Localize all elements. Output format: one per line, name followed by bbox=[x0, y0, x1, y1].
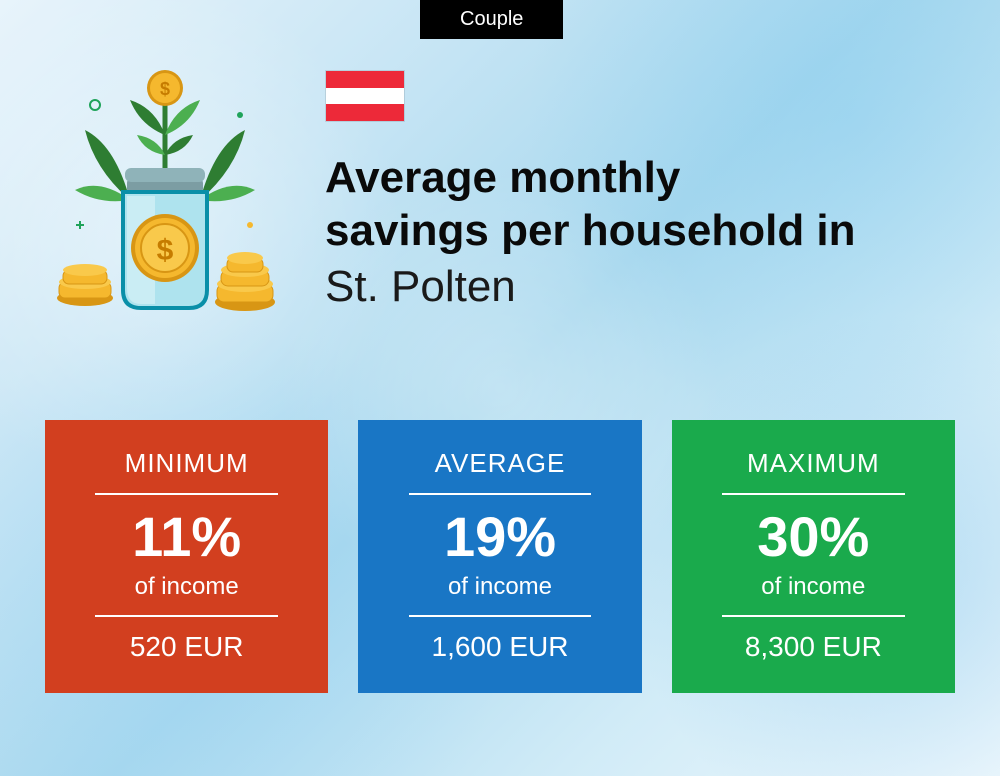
divider bbox=[722, 493, 904, 495]
card-subtext: of income bbox=[692, 573, 935, 601]
card-label: MAXIMUM bbox=[692, 448, 935, 479]
stats-cards: MINIMUM 11% of income 520 EUR AVERAGE 19… bbox=[45, 420, 955, 693]
city-name: St. Polten bbox=[325, 262, 856, 312]
divider bbox=[409, 615, 591, 617]
card-label: MINIMUM bbox=[65, 448, 308, 479]
card-amount: 8,300 EUR bbox=[692, 631, 935, 663]
card-percent: 11% bbox=[65, 509, 308, 565]
savings-jar-illustration: $ $ bbox=[45, 60, 285, 320]
title-block: Average monthly savings per household in… bbox=[325, 60, 856, 320]
flag-stripe-middle bbox=[326, 88, 404, 105]
card-percent: 30% bbox=[692, 509, 935, 565]
card-subtext: of income bbox=[65, 573, 308, 601]
divider bbox=[409, 493, 591, 495]
card-amount: 520 EUR bbox=[65, 631, 308, 663]
card-amount: 1,600 EUR bbox=[378, 631, 621, 663]
svg-text:$: $ bbox=[160, 79, 170, 99]
card-maximum: MAXIMUM 30% of income 8,300 EUR bbox=[672, 420, 955, 693]
category-tab: Couple bbox=[420, 0, 563, 39]
card-minimum: MINIMUM 11% of income 520 EUR bbox=[45, 420, 328, 693]
divider bbox=[95, 615, 277, 617]
flag-stripe-bottom bbox=[326, 104, 404, 121]
title-line-1: Average monthly bbox=[325, 152, 856, 205]
card-percent: 19% bbox=[378, 509, 621, 565]
page-title: Average monthly savings per household in bbox=[325, 152, 856, 258]
header: $ $ Average monthly savin bbox=[45, 60, 960, 320]
divider bbox=[722, 615, 904, 617]
card-average: AVERAGE 19% of income 1,600 EUR bbox=[358, 420, 641, 693]
divider bbox=[95, 493, 277, 495]
flag-stripe-top bbox=[326, 71, 404, 88]
card-subtext: of income bbox=[378, 573, 621, 601]
title-line-2: savings per household in bbox=[325, 205, 856, 258]
austria-flag-icon bbox=[325, 70, 405, 122]
card-label: AVERAGE bbox=[378, 448, 621, 479]
svg-text:$: $ bbox=[157, 234, 174, 267]
